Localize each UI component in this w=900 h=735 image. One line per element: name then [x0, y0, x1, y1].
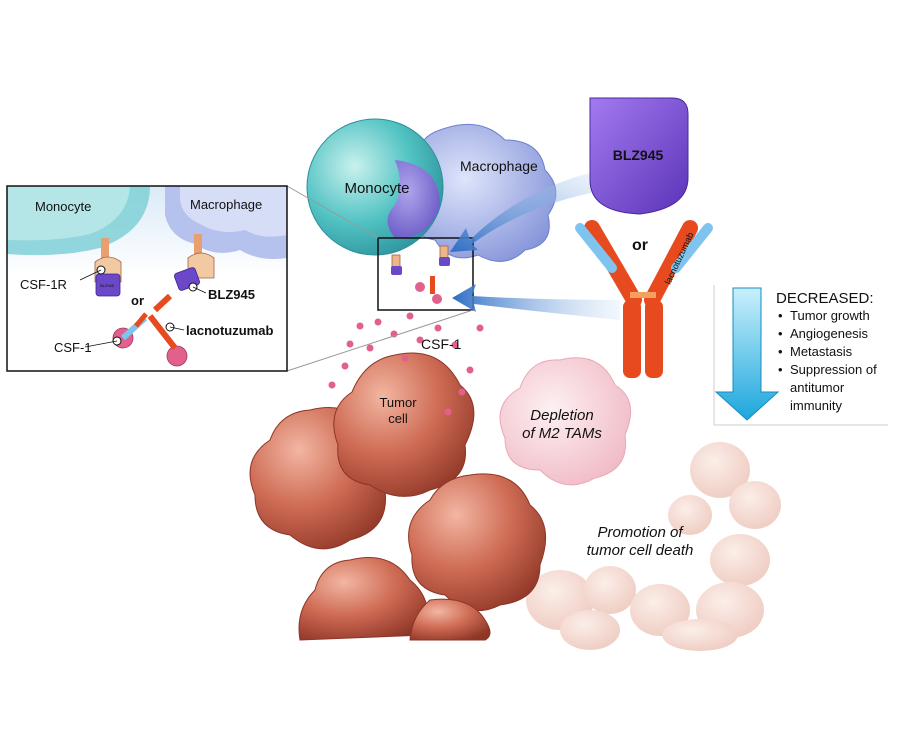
- decreased-heading: DECREASED:: [776, 290, 874, 307]
- depletion-label-line2: of M2 TAMs: [522, 425, 602, 442]
- inset-monocyte-label: Monocyte: [35, 199, 91, 214]
- effect-bullet: •: [778, 326, 783, 341]
- effect-bullet: •: [778, 362, 783, 377]
- drug-or-label: or: [632, 237, 648, 254]
- effect-item: Angiogenesis: [790, 326, 869, 341]
- detail-inset: Monocyte Macrophage CSF-1R BLZ945 or CSF…: [6, 185, 288, 372]
- effect-item: Metastasis: [790, 344, 853, 359]
- inset-or-label: or: [131, 293, 144, 308]
- effect-bullet: •: [778, 344, 783, 359]
- inset-receptor-label: CSF-1R: [20, 277, 67, 292]
- promotion-label-line2: tumor cell death: [587, 542, 694, 559]
- inset-blz945-label: BLZ945: [208, 287, 255, 302]
- blz945-drug-label: BLZ945: [613, 147, 664, 163]
- effect-item: Tumor growth: [790, 308, 870, 323]
- lacnotuzumab-antibody: lacnotuzumab: [575, 220, 713, 378]
- decreased-effects-panel: DECREASED: • Tumor growth • Angiogenesis • Me…: [713, 285, 888, 426]
- decreased-effects-list: • Tumor growth • Angiogenesis • Metastasis • Su…: [778, 308, 877, 413]
- csf1-ligand-dots: [328, 312, 484, 416]
- tumor-cell-label-line1: Tumor: [379, 395, 417, 410]
- inset-blz945-tag: BLZ945: [100, 283, 115, 288]
- zoom-receptors: [391, 245, 450, 304]
- effect-item: Suppression of: [790, 362, 877, 377]
- dying-tumor-cells: [526, 442, 781, 651]
- tumor-cell-cluster: [249, 352, 547, 641]
- effect-bullet: •: [778, 308, 783, 323]
- tumor-cell-label-line2: cell: [388, 411, 408, 426]
- inset-lacnotuzumab-label: lacnotuzumab: [186, 323, 273, 338]
- blz945-arrow: [450, 170, 605, 252]
- monocyte-label: Monocyte: [344, 180, 409, 197]
- blz945-drug: BLZ945: [589, 97, 689, 215]
- monocyte-cell: [306, 118, 444, 256]
- effect-item: antitumor: [790, 380, 845, 395]
- depletion-label-line1: Depletion: [530, 407, 593, 424]
- antibody-arrow: [452, 284, 620, 320]
- csf1-label: CSF-1: [421, 336, 462, 352]
- promotion-label-line1: Promotion of: [597, 524, 684, 541]
- inset-macrophage-label: Macrophage: [190, 197, 262, 212]
- depleted-m2-tam: [499, 357, 632, 486]
- effect-item: immunity: [790, 398, 843, 413]
- zoom-region-box: [377, 237, 474, 311]
- inset-ligand-label: CSF-1: [54, 340, 92, 355]
- decreased-arrow-icon: [714, 287, 780, 421]
- macrophage-label: Macrophage: [460, 158, 538, 174]
